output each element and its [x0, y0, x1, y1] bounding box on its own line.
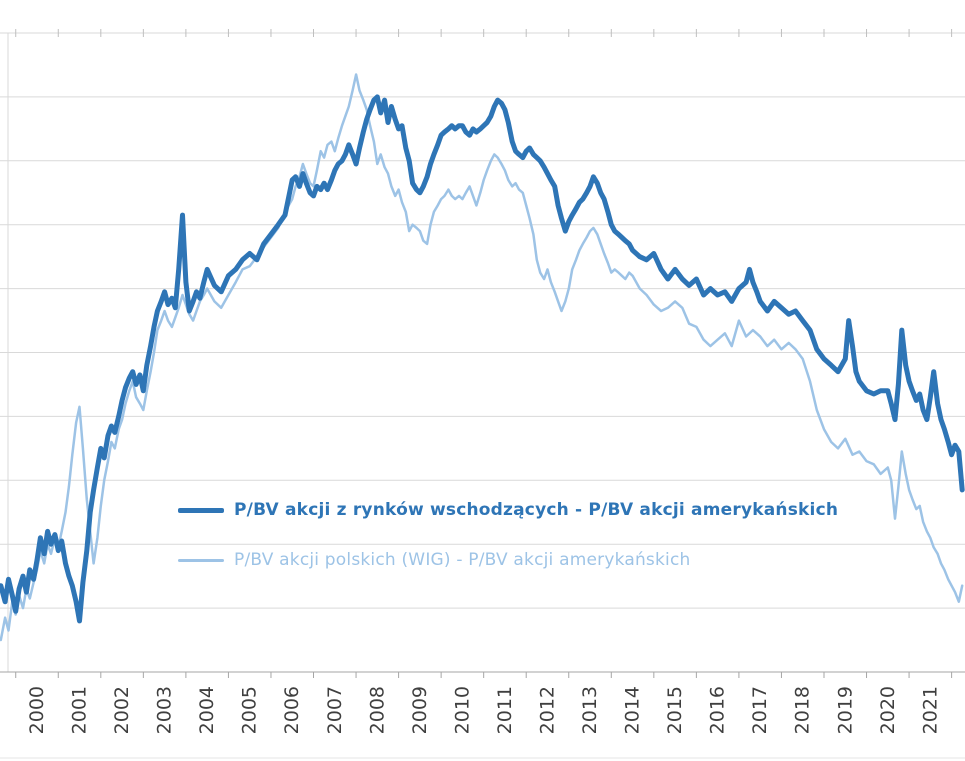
svg-text:2000: 2000 — [26, 686, 48, 734]
svg-text:2017: 2017 — [749, 686, 771, 734]
svg-text:2012: 2012 — [537, 686, 559, 734]
svg-text:2008: 2008 — [366, 686, 388, 734]
svg-text:2004: 2004 — [196, 686, 218, 734]
svg-text:2007: 2007 — [324, 686, 346, 734]
svg-text:2013: 2013 — [579, 686, 601, 734]
svg-text:2003: 2003 — [154, 686, 176, 734]
legend-line-sample-light — [178, 558, 224, 562]
svg-text:2019: 2019 — [834, 686, 856, 734]
svg-text:2018: 2018 — [792, 686, 814, 734]
svg-text:2009: 2009 — [409, 686, 431, 734]
svg-text:2005: 2005 — [239, 686, 261, 734]
legend-item-emerging-markets: P/BV akcji z rynków wschodzących - P/BV … — [178, 500, 838, 520]
chart-legend: P/BV akcji z rynków wschodzących - P/BV … — [178, 500, 838, 570]
svg-text:2002: 2002 — [111, 686, 133, 734]
svg-text:2006: 2006 — [281, 686, 303, 734]
svg-text:2011: 2011 — [494, 686, 516, 734]
svg-text:2001: 2001 — [69, 686, 91, 734]
legend-label-emerging-markets: P/BV akcji z rynków wschodzących - P/BV … — [234, 500, 839, 520]
svg-text:2015: 2015 — [664, 686, 686, 734]
svg-text:2020: 2020 — [877, 686, 899, 734]
legend-label-polish-wig: P/BV akcji polskich (WIG) - P/BV akcji a… — [234, 550, 691, 570]
svg-text:2016: 2016 — [707, 686, 729, 734]
svg-text:2021: 2021 — [919, 686, 941, 734]
legend-line-sample-dark — [178, 507, 224, 513]
svg-text:2014: 2014 — [622, 686, 644, 734]
svg-text:2010: 2010 — [451, 686, 473, 734]
legend-item-polish-wig: P/BV akcji polskich (WIG) - P/BV akcji a… — [178, 550, 838, 570]
